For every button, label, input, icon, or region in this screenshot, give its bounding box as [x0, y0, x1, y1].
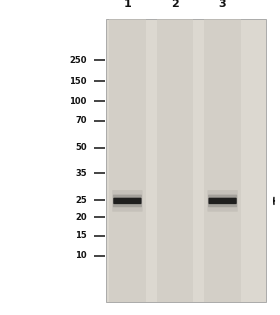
- Text: 250: 250: [69, 55, 87, 65]
- FancyBboxPatch shape: [207, 190, 238, 212]
- Bar: [109, 19, 146, 302]
- Text: 150: 150: [69, 77, 87, 86]
- Bar: [106, 19, 266, 302]
- FancyBboxPatch shape: [208, 195, 237, 207]
- Text: 50: 50: [75, 143, 87, 152]
- FancyBboxPatch shape: [113, 198, 142, 204]
- Text: 3: 3: [219, 0, 227, 9]
- Bar: [157, 19, 193, 302]
- FancyBboxPatch shape: [208, 198, 237, 204]
- Text: 1: 1: [123, 0, 131, 9]
- Bar: [204, 19, 241, 302]
- FancyBboxPatch shape: [112, 190, 143, 212]
- Text: 10: 10: [75, 251, 87, 260]
- Text: 2: 2: [171, 0, 179, 9]
- Text: 20: 20: [75, 213, 87, 222]
- Text: 15: 15: [75, 231, 87, 240]
- Text: 25: 25: [75, 196, 87, 205]
- Text: 100: 100: [69, 97, 87, 106]
- Text: 35: 35: [75, 169, 87, 178]
- Text: 70: 70: [75, 117, 87, 125]
- FancyBboxPatch shape: [113, 195, 142, 207]
